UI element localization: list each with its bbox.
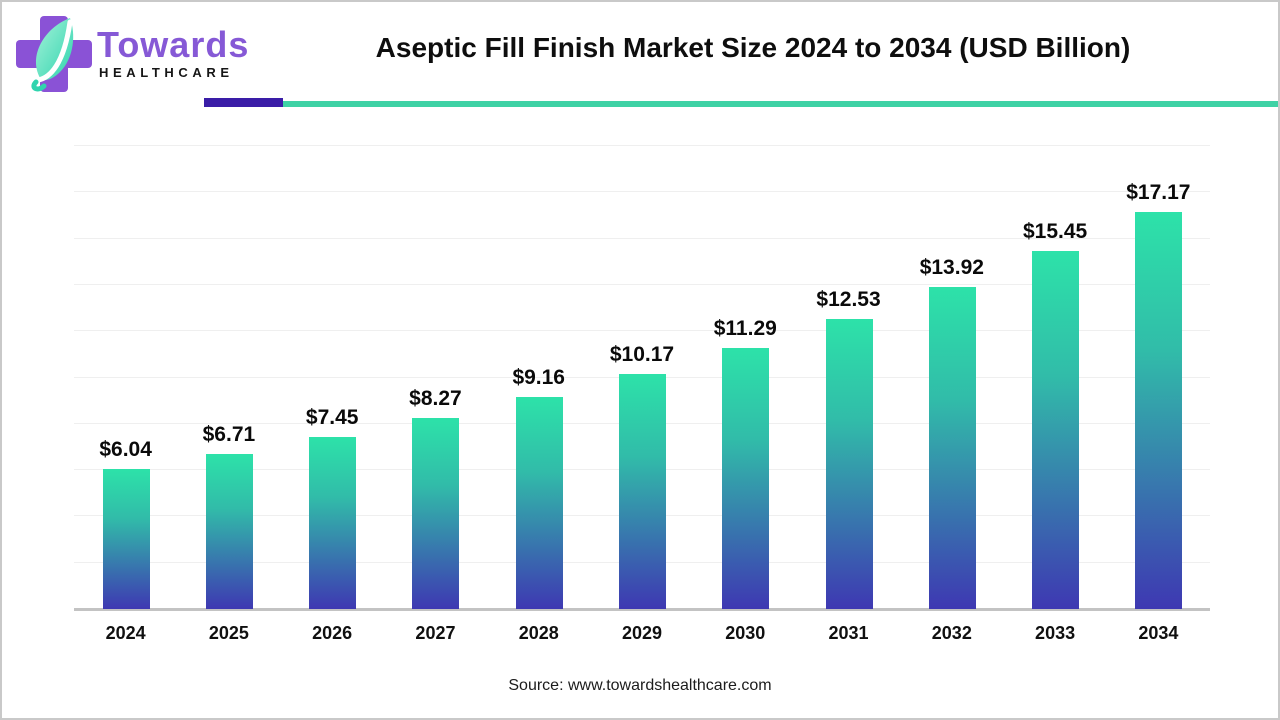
bar-2026 [309, 436, 357, 609]
x-axis-label: 2032 [931, 623, 972, 643]
bar-2029 [619, 373, 666, 609]
bar-value-label: $13.92 [919, 255, 984, 279]
bar-value-label: $10.17 [609, 342, 675, 366]
bar-value-label: $17.17 [1126, 180, 1191, 204]
bar-2031 [825, 318, 873, 609]
gridline [74, 191, 1210, 193]
bar-value-label: $8.27 [409, 386, 462, 410]
bar-2030 [722, 347, 770, 609]
gridline [74, 237, 1210, 239]
x-axis-line [74, 608, 1210, 611]
bar-value-label: $15.45 [1022, 220, 1088, 244]
x-axis-label: 2025 [208, 623, 249, 643]
x-axis-label: 2031 [828, 623, 869, 643]
page-title: Aseptic Fill Finish Market Size 2024 to … [375, 32, 1131, 63]
x-axis-label: 2033 [1035, 623, 1076, 643]
x-axis-label: 2029 [621, 623, 663, 643]
bar-value-label: $6.71 [202, 422, 256, 446]
bar-value-label: $11.29 [713, 316, 777, 340]
x-axis-labels: 2024 2025 2026 2027 2028 2029 2030 2031 2032 2033… [74, 623, 1210, 647]
x-axis-label: 2024 [105, 623, 146, 643]
bar-2034 [1135, 211, 1183, 609]
bar-2033 [1032, 251, 1080, 609]
bar-2027 [412, 417, 460, 609]
bar-value-label: $7.45 [305, 405, 359, 429]
bar-2032 [928, 286, 976, 609]
x-axis-label: 2030 [725, 623, 766, 643]
bar-value-label: $12.53 [816, 287, 881, 311]
accent-rule-teal [283, 101, 1278, 107]
bar-2025 [205, 453, 253, 609]
x-axis-label: 2028 [518, 623, 559, 643]
accent-rule-purple [204, 98, 283, 107]
x-axis-label: 2026 [312, 623, 353, 643]
x-axis-label: 2034 [1138, 623, 1179, 643]
bar-2024 [102, 469, 150, 609]
gridline [74, 145, 1210, 146]
bar-value-label: $9.16 [512, 365, 565, 389]
plot-area: $6.04 $6.71 $7.45 $8.27 $9.16 $10.17 $11.29 $12… [74, 145, 1210, 611]
source-text: Source: www.towardshealthcare.com [508, 677, 772, 694]
brand-name: Towards [97, 24, 250, 65]
bar-2028 [515, 396, 563, 609]
x-axis-label: 2027 [415, 623, 456, 643]
gridline [74, 283, 1210, 285]
brand-subname: HEALTHCARE [99, 65, 234, 80]
gridline [74, 330, 1210, 332]
bar-value-label: $6.04 [99, 438, 152, 462]
cross-leaf-icon [16, 16, 92, 92]
